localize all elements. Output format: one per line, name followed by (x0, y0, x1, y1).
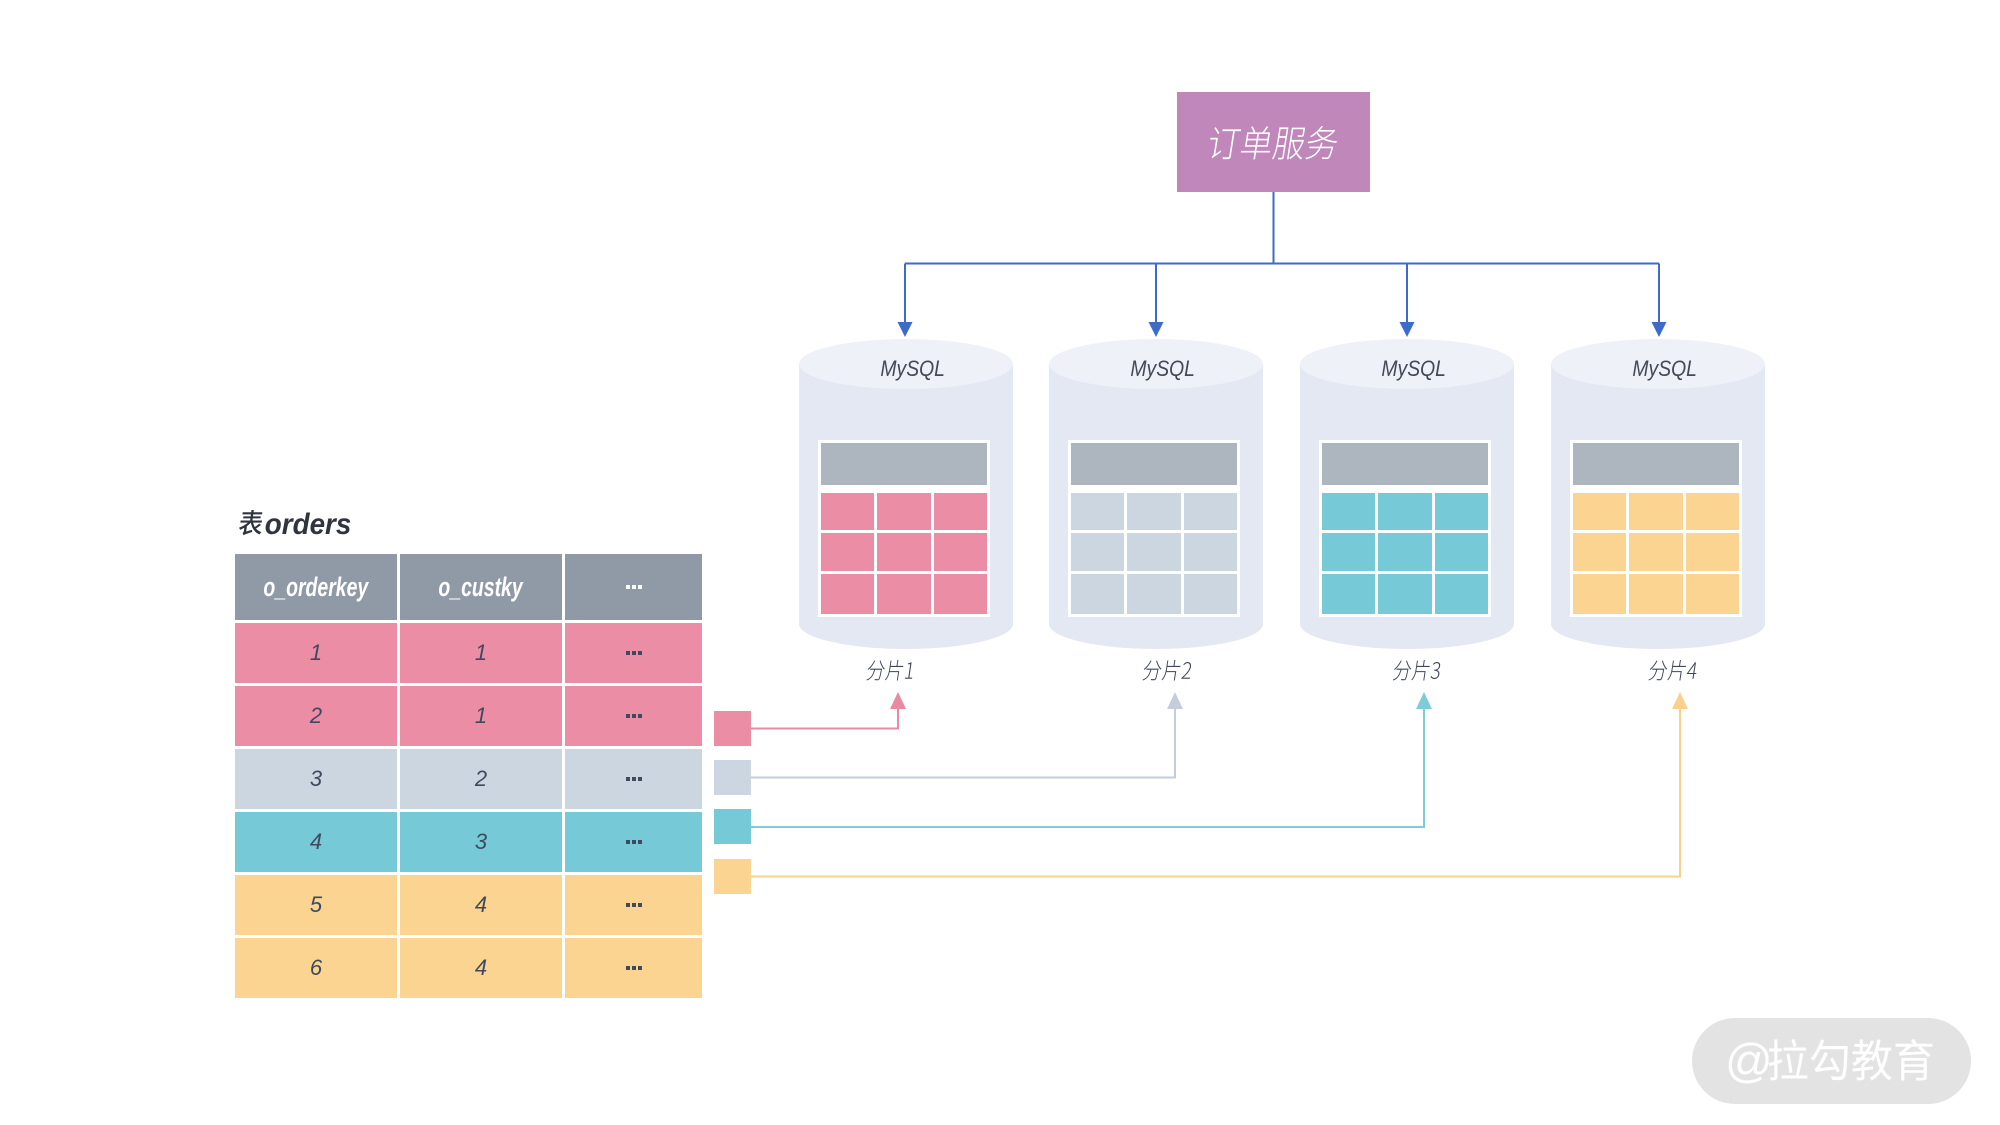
svg-text:@: @ (1725, 1034, 1773, 1087)
svg-text:orders: orders (265, 508, 352, 541)
